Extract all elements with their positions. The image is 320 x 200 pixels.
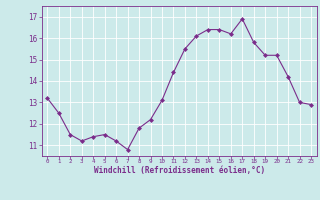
- X-axis label: Windchill (Refroidissement éolien,°C): Windchill (Refroidissement éolien,°C): [94, 166, 265, 175]
